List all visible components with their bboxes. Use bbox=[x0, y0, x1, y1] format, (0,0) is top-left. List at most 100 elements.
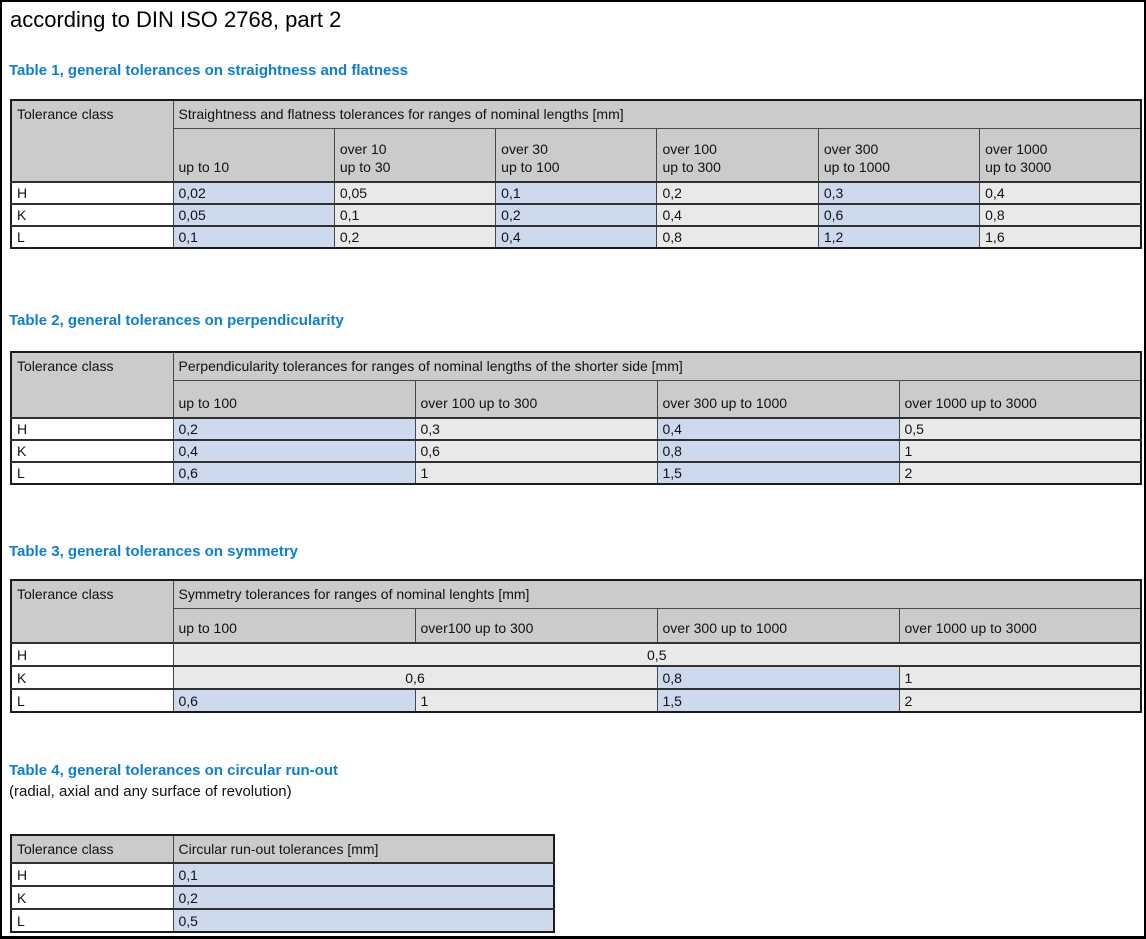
range-header: up to 100 bbox=[172, 607, 416, 644]
tolerance-value-cell: 0,4 bbox=[656, 417, 900, 441]
tolerance-value-cell: 0,2 bbox=[172, 417, 416, 441]
tolerance-value-cell: 1,2 bbox=[817, 225, 981, 249]
tolerance-row: L 0,6 1 1,5 2 bbox=[10, 461, 1142, 485]
header-row: Tolerance class Perpendicularity toleranc… bbox=[10, 351, 1142, 419]
perpendicularity-table: Tolerance class Perpendicularity toleranc… bbox=[10, 351, 1142, 485]
tolerance-value-cell: 0,4 bbox=[495, 225, 658, 249]
tolerance-value-cell: 1,5 bbox=[656, 461, 900, 485]
range-header: over 1000 up to 3000 bbox=[979, 127, 1142, 183]
row-class-label: K bbox=[10, 439, 174, 463]
tolerance-value-cell: 0,8 bbox=[656, 665, 900, 690]
range-header: over100 up to 300 bbox=[414, 607, 658, 644]
tolerance-value-cell: 0,2 bbox=[495, 203, 658, 227]
tolerance-value-cell: 2 bbox=[898, 688, 1142, 713]
tolerance-value-cell: 0,5 bbox=[898, 417, 1142, 441]
span-header: Symmetry tolerances for ranges of nomina… bbox=[172, 579, 1142, 609]
range-header: over 1000 up to 3000 bbox=[898, 607, 1142, 644]
tolerance-row: L 0,6 1 1,5 2 bbox=[10, 688, 1142, 713]
table1-heading: Table 1, general tolerances on straightn… bbox=[9, 62, 409, 79]
tolerance-value-cell: 0,8 bbox=[656, 225, 819, 249]
table-header: Tolerance class Symmetry tolerances for r… bbox=[10, 579, 1142, 644]
row-class-label: L bbox=[10, 688, 174, 713]
tolerance-value-cell: 0,6 bbox=[172, 461, 416, 485]
range-header-row: up to 10 over 10 up to 30 over 30 up to 100 o… bbox=[11, 127, 1142, 183]
tolerance-row: H 0,2 0,3 0,4 0,5 bbox=[10, 417, 1142, 441]
tolerance-row: K 0,4 0,6 0,8 1 bbox=[10, 439, 1142, 463]
range-header-row: up to 100 over100 up to 300 over 300 up to… bbox=[11, 607, 1142, 644]
tolerance-class-header: Tolerance class bbox=[10, 834, 174, 864]
row-class-label: H bbox=[10, 417, 174, 441]
range-header: over 30 up to 100 bbox=[495, 127, 658, 183]
row-class-label: K bbox=[10, 885, 174, 910]
row-class-label: H bbox=[10, 181, 174, 205]
tolerance-row: H 0,02 0,05 0,1 0,2 0,3 0,4 bbox=[10, 181, 1142, 205]
row-class-label: L bbox=[10, 225, 174, 249]
tolerance-value-cell: 0,6 bbox=[172, 688, 416, 713]
tolerance-row: K 0,2 bbox=[10, 885, 555, 910]
header-row: Tolerance class Circular run-out toleranc… bbox=[10, 834, 555, 864]
table4-subheading: (radial, axial and any surface of revolu… bbox=[9, 783, 292, 800]
span-header: Circular run-out tolerances [mm] bbox=[172, 834, 555, 864]
range-header: over 300 up to 1000 bbox=[656, 607, 900, 644]
table-body: H 0,02 0,05 0,1 0,2 0,3 0,4 K 0,05 0,1 0,2 0,4 0,6 0,… bbox=[10, 181, 1142, 249]
table4-heading: Table 4, general tolerances on circular … bbox=[9, 762, 338, 779]
tolerance-value-cell: 0,6 bbox=[817, 203, 981, 227]
tolerance-value-cell: 0,4 bbox=[172, 439, 416, 463]
tolerance-value-cell: 0,05 bbox=[333, 181, 497, 205]
tolerance-value-cell: 0,8 bbox=[656, 439, 900, 463]
tolerance-value-cell: 0,5 bbox=[172, 642, 1142, 667]
tolerance-value-cell: 1,6 bbox=[979, 225, 1142, 249]
span-header: Perpendicularity tolerances for ranges o… bbox=[172, 351, 1142, 381]
tolerance-value-cell: 0,05 bbox=[172, 203, 335, 227]
tolerance-value-cell: 2 bbox=[898, 461, 1142, 485]
table-header: Tolerance class Straightness and flatness… bbox=[10, 99, 1142, 183]
tolerance-row: H 0,1 bbox=[10, 862, 555, 887]
header-row: Tolerance class Symmetry tolerances for r… bbox=[10, 579, 1142, 644]
header-row: Tolerance class Straightness and flatness… bbox=[10, 99, 1142, 183]
tolerance-value-cell: 0,2 bbox=[333, 225, 497, 249]
symmetry-table: Tolerance class Symmetry tolerances for r… bbox=[10, 579, 1142, 713]
tolerance-class-header: Tolerance class bbox=[10, 99, 174, 183]
tolerance-value-cell: 0,6 bbox=[172, 665, 658, 690]
row-class-label: L bbox=[10, 461, 174, 485]
tolerance-value-cell: 1 bbox=[898, 665, 1142, 690]
tolerance-row: H 0,5 bbox=[10, 642, 1142, 667]
table-header: Tolerance class Perpendicularity toleranc… bbox=[10, 351, 1142, 419]
tolerance-value-cell: 0,3 bbox=[817, 181, 981, 205]
straightness-flatness-table: Tolerance class Straightness and flatness… bbox=[10, 99, 1142, 249]
tolerance-value-cell: 0,4 bbox=[656, 203, 819, 227]
row-class-label: H bbox=[10, 642, 174, 667]
tolerance-row: K 0,05 0,1 0,2 0,4 0,6 0,8 bbox=[10, 203, 1142, 227]
tolerance-value-cell: 0,6 bbox=[414, 439, 658, 463]
tolerance-value-cell: 0,1 bbox=[333, 203, 497, 227]
tolerance-row: L 0,1 0,2 0,4 0,8 1,2 1,6 bbox=[10, 225, 1142, 249]
tolerance-value-cell: 1 bbox=[898, 439, 1142, 463]
tolerance-value-cell: 1,5 bbox=[656, 688, 900, 713]
tolerance-value-cell: 1 bbox=[414, 461, 658, 485]
range-header-row: up to 100 over 100 up to 300 over 300 up t… bbox=[11, 379, 1142, 419]
range-header: over 300 up to 1000 bbox=[656, 379, 900, 419]
span-header: Straightness and flatness tolerances for… bbox=[172, 99, 1142, 129]
tolerance-value-cell: 0,02 bbox=[172, 181, 335, 205]
tolerance-value-cell: 0,2 bbox=[656, 181, 819, 205]
range-header: over 100 up to 300 bbox=[414, 379, 658, 419]
tolerance-value-cell: 0,1 bbox=[495, 181, 658, 205]
tolerance-value-cell: 0,8 bbox=[979, 203, 1142, 227]
table2-heading: Table 2, general tolerances on perpendic… bbox=[9, 312, 344, 329]
row-class-label: L bbox=[10, 908, 174, 933]
table-body: H 0,1 K 0,2 L 0,5 bbox=[10, 862, 555, 933]
tolerance-row: K 0,6 0,8 1 bbox=[10, 665, 1142, 690]
table3-heading: Table 3, general tolerances on symmetry bbox=[9, 543, 299, 560]
table-body: H 0,5 K 0,6 0,8 1 L 0,6 1 1,5 2 bbox=[10, 642, 1142, 713]
tolerance-value-cell: 0,1 bbox=[172, 862, 555, 887]
table-header: Tolerance class Circular run-out toleranc… bbox=[10, 834, 555, 864]
range-header: up to 100 bbox=[172, 379, 416, 419]
tolerance-value-cell: 0,4 bbox=[979, 181, 1142, 205]
circular-runout-table: Tolerance class Circular run-out toleranc… bbox=[10, 834, 555, 933]
row-class-label: K bbox=[10, 203, 174, 227]
page-title: according to DIN ISO 2768, part 2 bbox=[10, 7, 342, 32]
tolerance-class-header: Tolerance class bbox=[10, 351, 174, 419]
tolerance-value-cell: 0,1 bbox=[172, 225, 335, 249]
tolerance-value-cell: 1 bbox=[414, 688, 658, 713]
